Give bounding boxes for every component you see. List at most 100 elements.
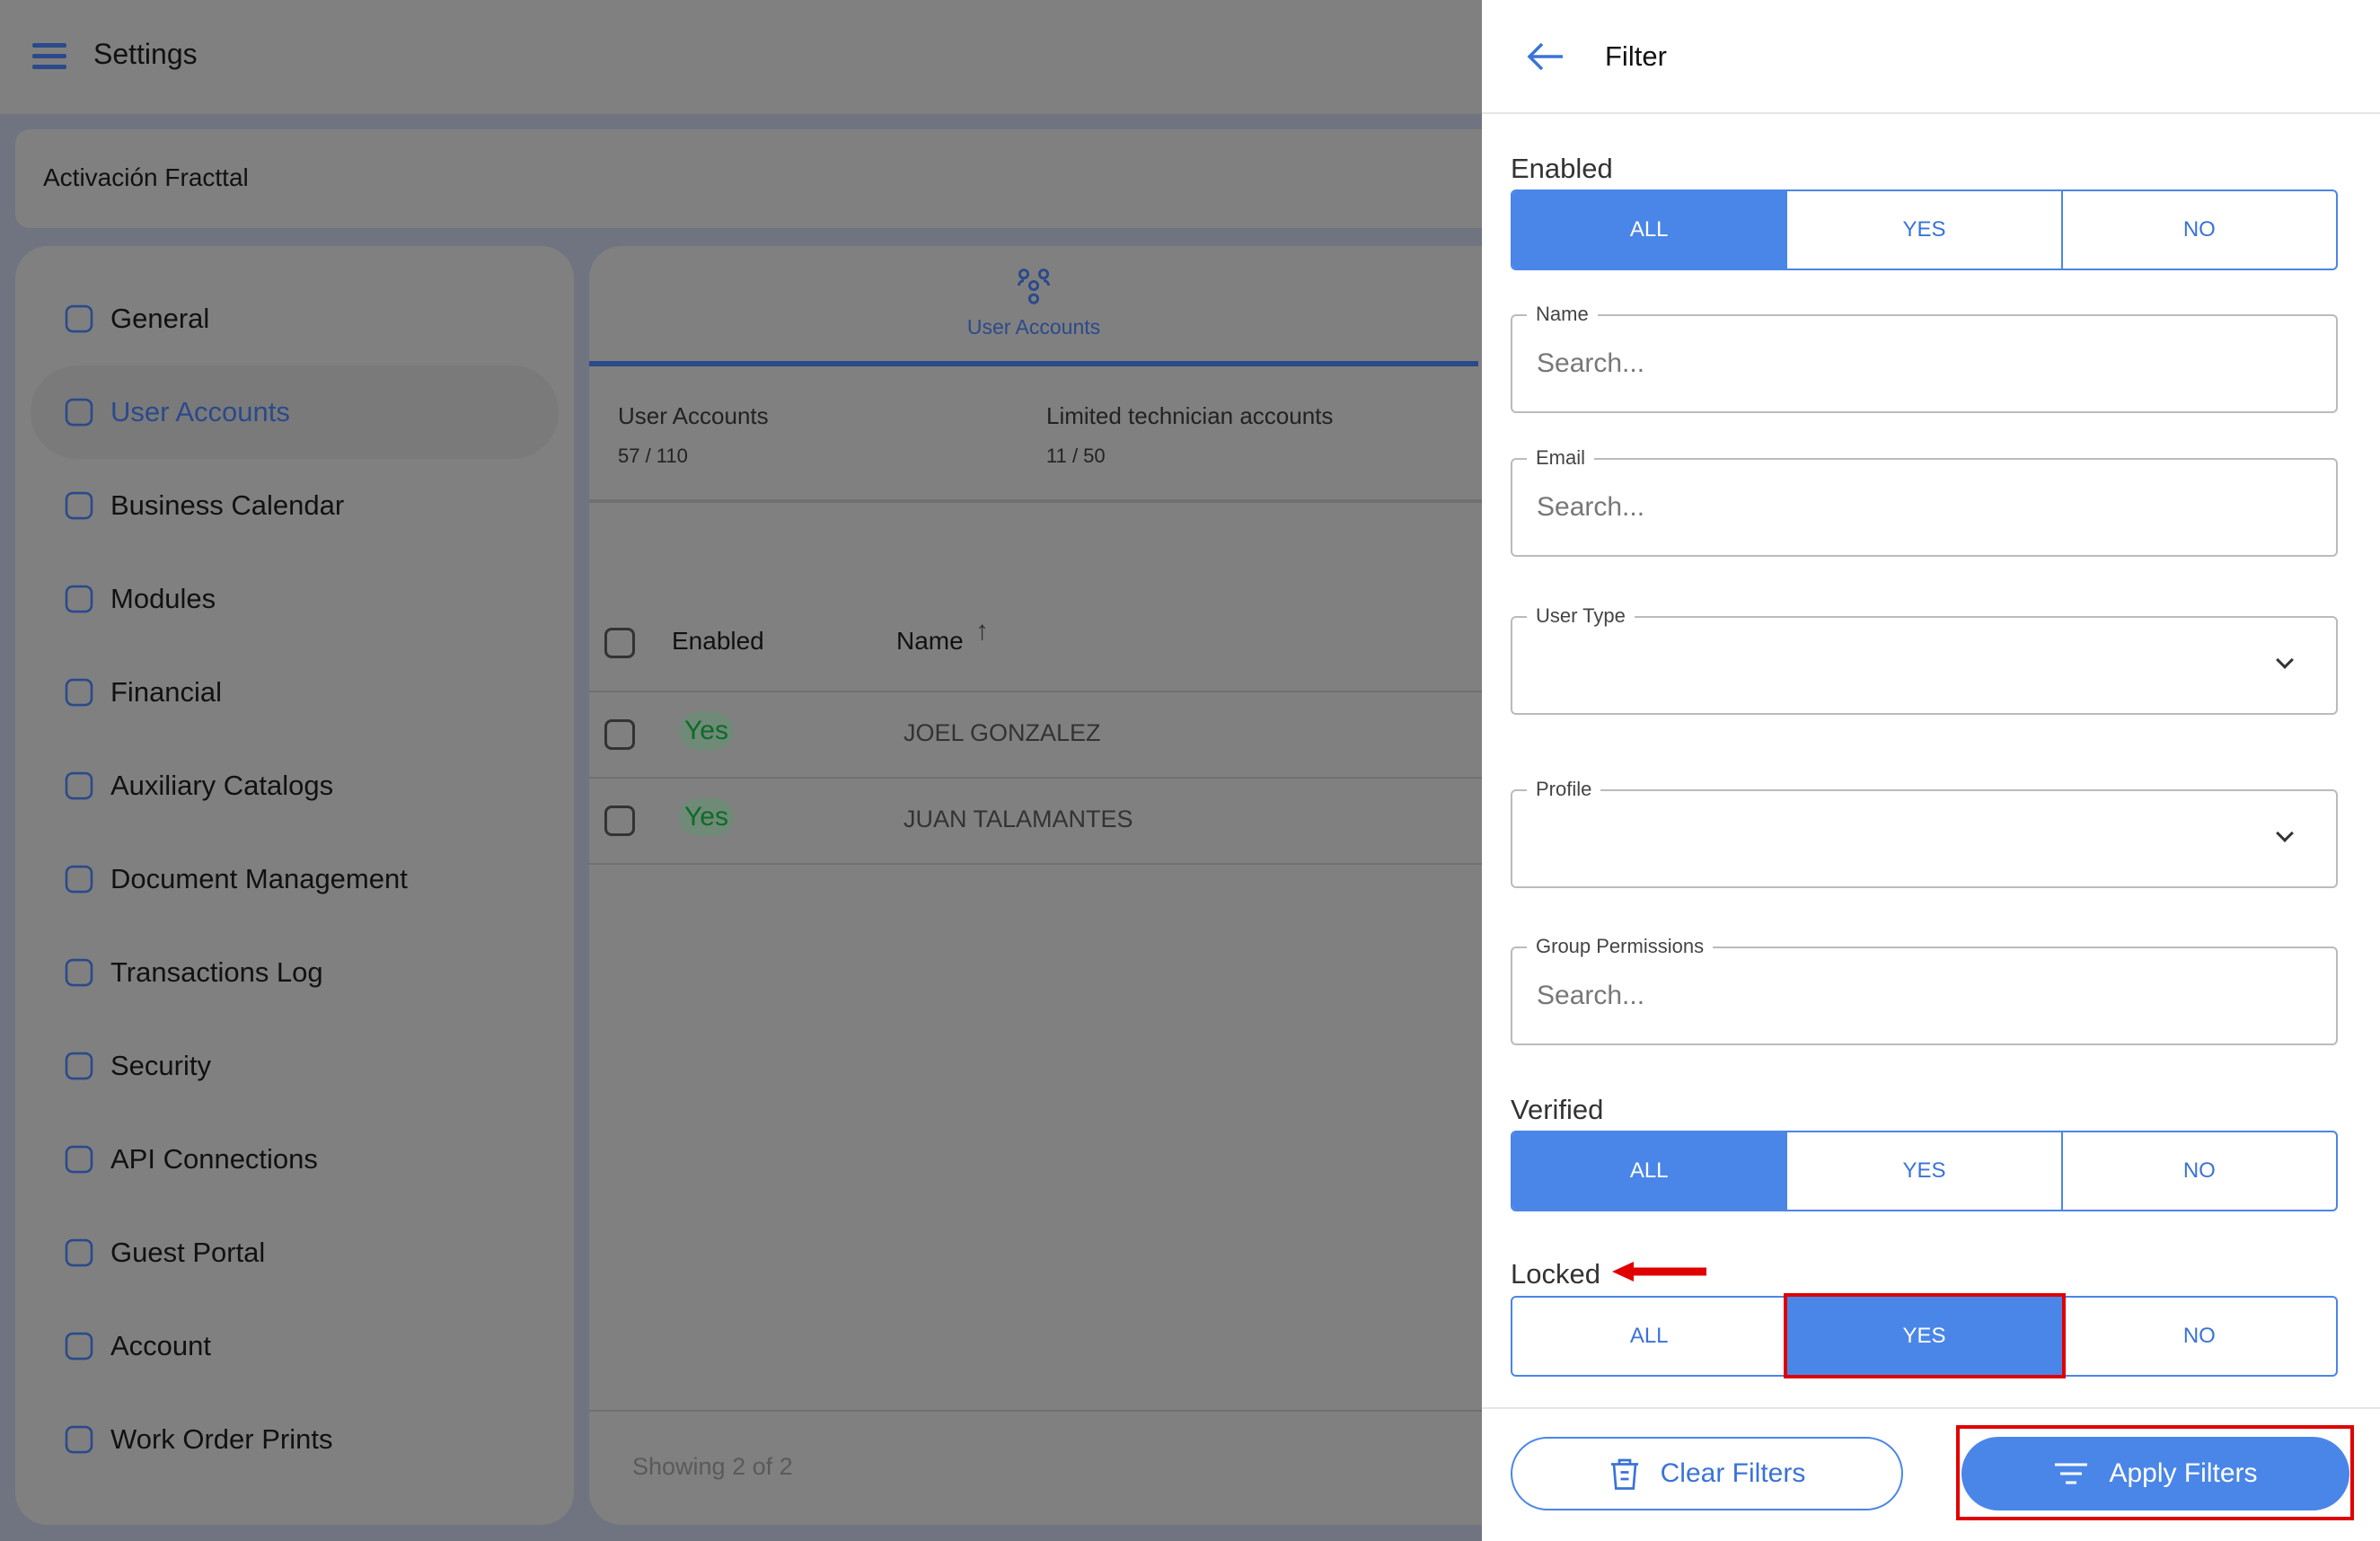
printer-icon: [65, 1425, 93, 1454]
sidebar-item-transactions-log[interactable]: Transactions Log: [60, 941, 323, 1004]
home-icon: [65, 304, 93, 333]
sidebar-item-label: General: [110, 303, 210, 334]
chevron-down-icon: [2276, 824, 2294, 842]
sidebar-item-label: Work Order Prints: [110, 1423, 333, 1455]
user-type-label: User Type: [1527, 604, 1635, 628]
sidebar-item-label: API Connections: [110, 1143, 318, 1175]
email-field[interactable]: Email Search...: [1511, 446, 2338, 557]
locked-label: Locked: [1511, 1258, 1600, 1290]
tab-user-accounts[interactable]: User Accounts: [589, 246, 1478, 366]
name-placeholder: Search...: [1537, 348, 1645, 378]
portal-icon: [65, 1238, 93, 1267]
sidebar-item-label: Modules: [110, 583, 216, 614]
sidebar-item-document-management[interactable]: Document Management: [60, 848, 408, 911]
stat-limited-technician: Limited technician accounts 11 / 50: [1046, 402, 1334, 467]
sidebar-item-account[interactable]: Account: [60, 1315, 211, 1378]
annotation-arrow-icon: [1612, 1262, 1706, 1281]
shield-icon: [65, 1052, 93, 1080]
name-field[interactable]: Name Search...: [1511, 303, 2338, 413]
locked-yes-option[interactable]: YES: [1787, 1298, 2063, 1375]
hamburger-icon[interactable]: [32, 43, 66, 70]
enabled-badge: Yes: [679, 798, 734, 836]
checklist-icon: [65, 585, 93, 613]
user-type-select[interactable]: User Type: [1511, 604, 2338, 715]
enabled-label: Enabled: [1511, 153, 1613, 184]
breadcrumb-text[interactable]: Activación Fracttal: [43, 163, 249, 191]
profile-select[interactable]: Profile: [1511, 778, 2338, 888]
group-permissions-label: Group Permissions: [1527, 935, 1714, 958]
footer-divider: [1482, 1407, 2380, 1409]
calendar-icon: [65, 491, 93, 520]
highlight-box: [1784, 1293, 2066, 1378]
enabled-no-option[interactable]: NO: [2182, 217, 2216, 242]
email-placeholder: Search...: [1537, 492, 1645, 522]
sidebar-item-auxiliary-catalogs[interactable]: Auxiliary Catalogs: [60, 754, 333, 817]
sort-ascending-icon[interactable]: ↑: [975, 616, 989, 646]
sidebar-item-general[interactable]: General: [60, 287, 209, 350]
main-panel: User Accounts User Accounts 57 / 110 Limi…: [589, 246, 1577, 1525]
sidebar-item-modules[interactable]: Modules: [60, 568, 216, 630]
users-group-icon: [1018, 269, 1050, 304]
filter-lines-icon: [2055, 1463, 2088, 1484]
row-checkbox[interactable]: [604, 719, 635, 750]
enabled-all-option[interactable]: ALL: [1512, 191, 1788, 269]
enabled-segmented: ALL YES NO: [1511, 189, 2338, 270]
sidebar-item-business-calendar[interactable]: Business Calendar: [60, 474, 344, 537]
column-header-name[interactable]: Name: [896, 627, 964, 655]
page-title: Settings: [93, 38, 198, 70]
email-field-label: Email: [1527, 446, 1595, 470]
locked-no-option[interactable]: NO: [2182, 1324, 2216, 1348]
sidebar-item-guest-portal[interactable]: Guest Portal: [60, 1221, 265, 1284]
sidebar-item-label: User Accounts: [110, 396, 290, 427]
select-all-checkbox[interactable]: [604, 628, 635, 658]
sidebar-item-label: Security: [110, 1050, 211, 1081]
sidebar-item-work-order-prints[interactable]: Work Order Prints: [60, 1408, 332, 1471]
sidebar-item-label: Account: [110, 1330, 212, 1361]
profile-label: Profile: [1527, 778, 1601, 801]
table-row[interactable]: Yes JUAN TALAMANTES: [589, 779, 1487, 865]
verified-yes-option[interactable]: YES: [1787, 1132, 2063, 1210]
sidebar-item-label: Financial: [110, 676, 223, 708]
sidebar-item-label: Document Management: [110, 863, 408, 894]
locked-all-option[interactable]: ALL: [1512, 1298, 1788, 1375]
sidebar-item-user-accounts[interactable]: User Accounts: [31, 365, 559, 459]
user-name: JUAN TALAMANTES: [904, 806, 1133, 832]
verified-segmented: ALL YES NO: [1511, 1131, 2338, 1211]
trash-icon: [1610, 1458, 1638, 1490]
table-row[interactable]: Yes JOEL GONZALEZ: [589, 692, 1487, 779]
sidebar-item-security[interactable]: Security: [60, 1035, 211, 1097]
log-icon: [65, 958, 93, 987]
breadcrumb: Activación Fracttal: [15, 129, 1497, 228]
sidebar-item-label: Auxiliary Catalogs: [110, 770, 334, 801]
sidebar-item-financial[interactable]: Financial: [60, 661, 222, 724]
highlight-box: [1956, 1425, 2354, 1520]
group-permissions-placeholder: Search...: [1537, 981, 1645, 1010]
stat-user-accounts: User Accounts 57 / 110: [618, 402, 769, 467]
document-icon: [65, 865, 93, 894]
enabled-badge: Yes: [679, 712, 734, 750]
verified-all-option[interactable]: ALL: [1512, 1132, 1788, 1210]
chevron-down-icon: [2276, 651, 2294, 669]
name-field-label: Name: [1527, 303, 1598, 326]
apply-filters-button[interactable]: Apply Filters: [1961, 1437, 2349, 1510]
pagination-summary: Showing 2 of 2: [632, 1453, 793, 1480]
back-arrow-icon[interactable]: [1527, 41, 1565, 72]
column-header-enabled[interactable]: Enabled: [672, 627, 764, 655]
sidebar: General User Accounts Business Calendar Mod…: [15, 246, 574, 1525]
row-checkbox[interactable]: [604, 806, 635, 836]
verified-no-option[interactable]: NO: [2182, 1158, 2216, 1183]
group-permissions-field[interactable]: Group Permissions Search...: [1511, 935, 2338, 1045]
coins-icon: [65, 678, 93, 707]
sidebar-item-label: Transactions Log: [110, 956, 323, 988]
verified-label: Verified: [1511, 1094, 1604, 1125]
sidebar-item-label: Guest Portal: [110, 1237, 266, 1268]
sidebar-item-api-connections[interactable]: API Connections: [60, 1128, 318, 1191]
api-gear-icon: [65, 1145, 93, 1174]
enabled-yes-option[interactable]: YES: [1787, 191, 2063, 269]
sidebar-item-label: Business Calendar: [110, 489, 345, 521]
filter-title: Filter: [1605, 40, 1667, 72]
filter-drawer: Filter Enabled ALL YES NO Name Search... …: [1482, 0, 2380, 1541]
user-name: JOEL GONZALEZ: [904, 719, 1101, 746]
clear-filters-button[interactable]: Clear Filters: [1511, 1437, 1903, 1510]
apply-filters-label: Apply Filters: [2109, 1458, 2258, 1488]
